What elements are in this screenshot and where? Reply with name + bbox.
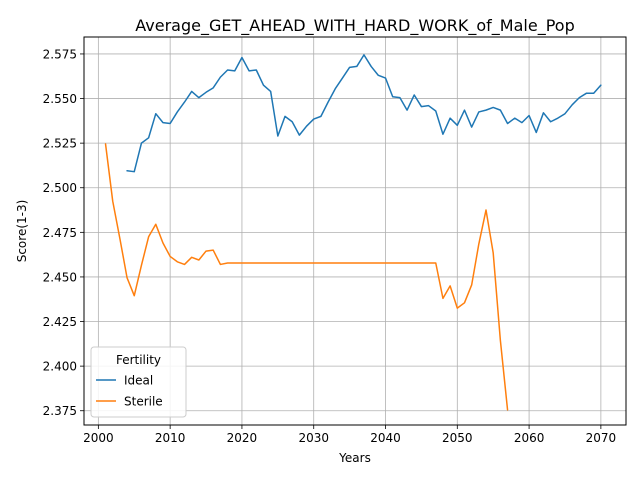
series-line-ideal [126, 54, 602, 173]
x-tick-label: 2030 [298, 431, 329, 445]
series-line-sterile [104, 143, 509, 411]
legend-label-sterile: Sterile [124, 395, 163, 409]
y-tick-label: 2.525 [43, 137, 77, 151]
y-axis: 2.375 2.400 2.425 2.450 2.475 2.500 2.525 2.550… [43, 47, 84, 418]
x-tick-label: 2010 [155, 431, 186, 445]
legend-box [90, 346, 187, 418]
y-tick-label: 2.400 [43, 360, 77, 374]
plot-frame [83, 36, 627, 426]
y-tick-label: 2.575 [43, 47, 77, 61]
series-layer [104, 54, 602, 411]
y-tick-label: 2.550 [43, 92, 77, 106]
legend-label-ideal: Ideal [124, 374, 153, 388]
x-tick-label: 2060 [514, 431, 545, 445]
x-axis-label: Years [338, 451, 371, 465]
x-tick-label: 2020 [227, 431, 258, 445]
x-tick-label: 2000 [83, 431, 114, 445]
y-tick-label: 2.425 [43, 315, 77, 329]
y-tick-label: 2.450 [43, 270, 77, 284]
legend: Fertility Ideal Sterile [90, 346, 187, 418]
chart-title: Average_GET_AHEAD_WITH_HARD_WORK_of_Male… [135, 16, 574, 36]
x-tick-label: 2050 [442, 431, 473, 445]
x-tick-label: 2040 [370, 431, 401, 445]
x-tick-label: 2070 [586, 431, 617, 445]
legend-title: Fertility [116, 353, 161, 367]
y-tick-label: 2.375 [43, 404, 77, 418]
x-axis: 2000 2010 2020 2030 2040 2050 2060 2070 [83, 425, 616, 445]
y-axis-label: Score(1-3) [15, 200, 29, 263]
y-tick-label: 2.500 [43, 181, 77, 195]
y-tick-label: 2.475 [43, 226, 77, 240]
